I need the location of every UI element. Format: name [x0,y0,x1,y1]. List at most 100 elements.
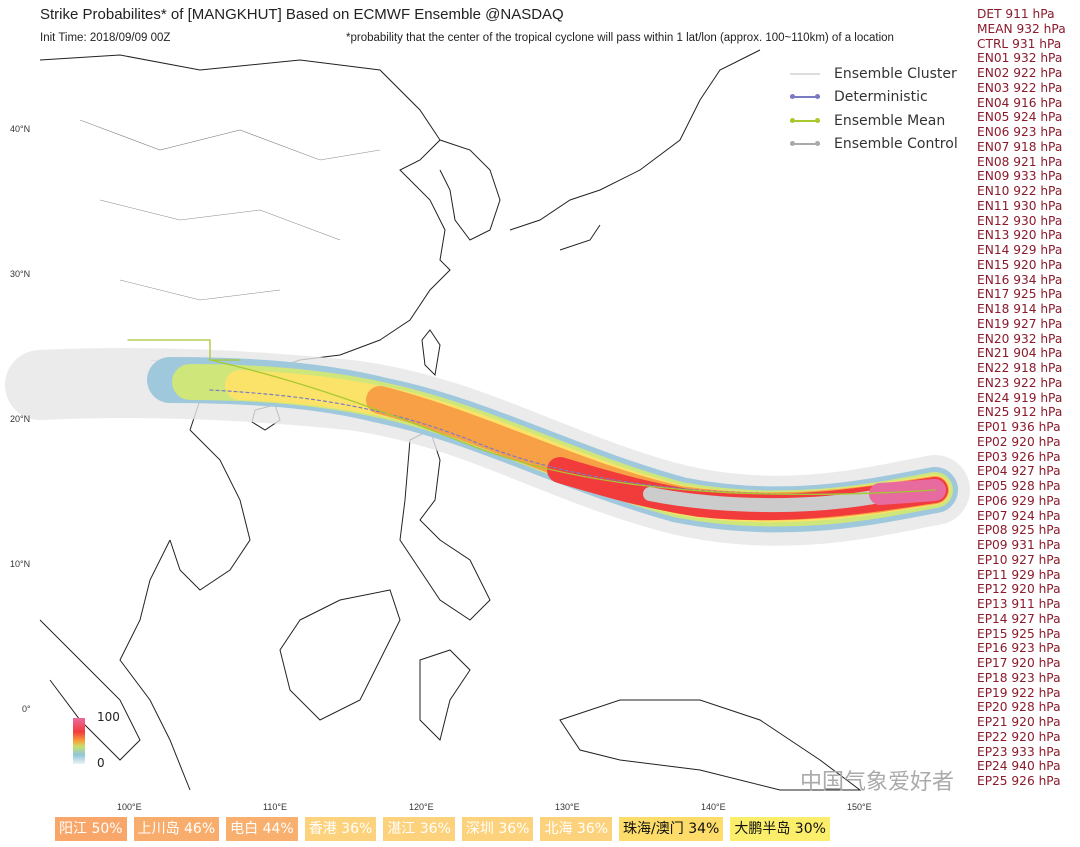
pressure-item: EP13 911 hPa [977,597,1061,611]
indochina-coast [119,539,191,791]
pressure-item: EP22 920 hPa [977,729,1061,744]
legend: Ensemble Cluster Deterministic Ensemble … [790,62,958,156]
pressure-item: EN25 912 hPa [977,405,1063,420]
pressure-item: EP23 933 hPa [977,744,1061,759]
pressure-item: EP12 920 hPa [977,582,1061,597]
pressure-item: EP17 920 hPa [977,656,1061,670]
pressure-item: DET 911 hPa [977,7,1055,21]
cluster-line-icon [790,72,820,75]
place-probability-badge: 香港 36% [304,817,377,841]
pressure-item: EN12 930 hPa [977,213,1063,228]
pressure-item: EN07 918 hPa [977,139,1063,154]
probability-note: *probability that the center of the trop… [346,32,894,44]
pressure-item: EN09 933 hPa [977,169,1063,184]
philippines-coast [399,429,491,621]
pressure-item: EP07 924 hPa [977,508,1061,523]
watermark: 中国气象爱好者 [800,770,955,795]
pressure-item: EN16 934 hPa [977,272,1063,287]
pressure-item: EP08 925 hPa [977,523,1061,538]
pressure-item: EN04 916 hPa [977,95,1063,110]
pressure-item: EN14 929 hPa [977,243,1063,257]
deterministic-line-icon [790,94,820,100]
pressure-item: EN08 921 hPa [977,154,1063,169]
chart-title: Strike Probabilites* of [MANGKHUT] Based… [40,6,564,23]
pressure-item: EP21 920 hPa [977,715,1061,729]
strike-probability-plume [5,339,970,546]
pressure-item: EN01 932 hPa [977,51,1063,66]
colorbar [73,718,85,764]
legend-ensemble-control: Ensemble Control [790,133,958,157]
legend-ensemble-cluster: Ensemble Cluster [790,62,958,86]
pressure-item: EP01 936 hPa [977,420,1061,434]
lon-tick: 120°E [409,802,434,812]
lat-tick: 10°N [10,559,31,569]
pressure-item: EN13 920 hPa [977,228,1063,243]
pressure-item: EP25 926 hPa [977,774,1061,788]
newguinea-coast [559,699,862,791]
lat-tick: 20°N [10,414,31,424]
colorbar-max: 100 [97,710,120,724]
borders [79,119,381,371]
lon-tick: 110°E [263,802,287,812]
pressure-item: EP06 929 hPa [977,493,1061,508]
pressure-item: EN21 904 hPa [977,346,1063,361]
pressure-item: EP02 920 hPa [977,434,1061,449]
vietnam-coast [169,429,251,591]
legend-label: Deterministic [834,89,928,106]
pressure-item: EN20 932 hPa [977,331,1063,346]
taiwan-coast [421,329,441,377]
pressure-item: EN11 930 hPa [977,198,1063,213]
pressure-item: EN22 918 hPa [977,361,1063,375]
pressure-item: MEAN 932 hPa [977,21,1066,36]
legend-label: Ensemble Cluster [834,65,957,82]
legend-label: Ensemble Mean [834,112,946,129]
pressure-item: EN10 922 hPa [977,184,1063,198]
borneo-coast [279,589,401,721]
pressure-item: EP15 925 hPa [977,626,1061,641]
pressure-item: EP24 940 hPa [977,759,1061,774]
pressure-item: EP19 922 hPa [977,685,1061,700]
legend-ensemble-mean: Ensemble Mean [790,109,958,133]
lon-tick: 150°E [847,802,872,812]
place-probability-badge: 湛江 36% [383,817,455,841]
pressure-item: EP05 928 hPa [977,479,1061,493]
init-time: Init Time: 2018/09/09 00Z [40,32,171,44]
lon-tick: 130°E [555,802,580,812]
pressure-item: EN24 919 hPa [977,390,1063,405]
pressure-item: EP11 929 hPa [977,567,1061,582]
place-probability-badge: 电白 44% [226,817,298,841]
pressure-item: EN17 925 hPa [977,287,1063,302]
japan-coast [509,49,761,251]
sulawesi-coast [419,649,471,741]
lon-tick: 100°E [117,802,142,812]
pressure-item: EN19 927 hPa [977,316,1063,331]
pressure-item: EP09 931 hPa [977,538,1061,552]
legend-deterministic: Deterministic [790,86,958,110]
place-probability-badge: 阳江 50% [55,817,127,841]
colorbar-min: 0 [97,756,105,770]
pressure-item: EP10 927 hPa [977,552,1061,567]
pressure-item: EP14 927 hPa [977,611,1061,626]
place-probability-badge: 深圳 36% [461,817,534,841]
pressure-item: EN02 922 hPa [977,66,1063,80]
pressure-item: EN15 920 hPa [977,257,1063,272]
pressure-item: EP20 928 hPa [977,700,1061,715]
sumatra-coast [39,619,141,761]
pressure-item: EN03 922 hPa [977,80,1063,95]
legend-label: Ensemble Control [834,136,958,153]
pressure-item: EN06 923 hPa [977,125,1063,139]
lat-tick: 40°N [10,124,31,134]
pressure-item: EN18 914 hPa [977,302,1063,316]
lat-tick: 0° [22,704,31,714]
place-probability-badge: 珠海/澳门 34% [619,817,724,841]
korea-coast [439,139,501,241]
place-probability-badge: 上川岛 46% [133,817,220,841]
lat-tick: 30°N [10,269,31,279]
lon-tick: 140°E [701,802,726,812]
mean-line-icon [790,117,820,123]
place-probability-badge: 大鹏半岛 30% [730,817,830,841]
pressure-list: DET 911 hPa MEAN 932 hPa CTRL 931 hPa EN01 … [977,7,1066,789]
place-probabilities: 阳江 50% 上川岛 46% 电白 44% 香港 36% 湛江 36% 深圳 36% 北海 … [55,817,830,841]
place-probability-badge: 北海 36% [540,817,613,841]
pressure-item: EP04 927 hPa [977,464,1061,479]
